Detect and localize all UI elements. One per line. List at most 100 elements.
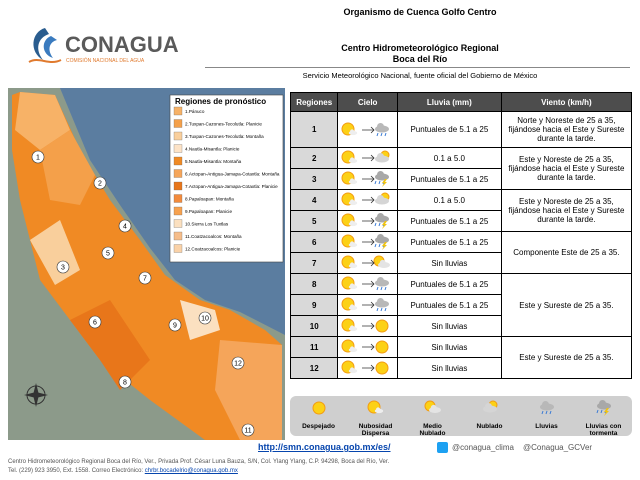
website-link[interactable]: http://smn.conagua.gob.mx/es/ (258, 442, 391, 452)
table-row: 2 0.1 a 5.0 Este y Noreste de 25 a 35, fij… (289, 147, 633, 190)
legend-icon (482, 400, 497, 413)
sun (375, 361, 389, 375)
rain-drop (596, 409, 598, 414)
region-swatch (173, 181, 183, 191)
region-marker (241, 423, 255, 437)
rain-drop (378, 243, 381, 248)
rain-drop (380, 307, 383, 312)
legend-icon (596, 400, 611, 416)
sky-icons (341, 171, 390, 187)
rain-drop (545, 410, 547, 415)
arrow (362, 259, 375, 267)
legend-label: Lluvias con tormenta (585, 423, 622, 437)
rain-drop (376, 307, 379, 312)
region-marker-label: 2 (98, 181, 102, 188)
cloud (350, 367, 355, 372)
sky-cell (337, 336, 398, 358)
region-label: 6.Actopan-Antigua-Jamapa-Cotaxtla: Monta… (185, 172, 280, 177)
region-cell: 8 (289, 273, 339, 295)
region-marker-label: 11 (244, 428, 251, 435)
contact: Tel. (229) 923 3950, Ext. 1558. Correo E… (8, 468, 238, 474)
region-cell: 9 (289, 294, 339, 316)
region-marker-label: 9 (173, 323, 177, 330)
sky-icons (341, 192, 390, 206)
header-city: Boca del Río (392, 54, 448, 64)
region-cell: 1 (289, 111, 339, 148)
region-swatch (173, 231, 183, 241)
email-link[interactable]: chrbr.bocadelrio@conagua.gob.mx (144, 468, 238, 474)
rain-drop (384, 132, 387, 136)
region-cell: 6 (289, 231, 339, 253)
rain-cell: Puntuales de 5.1 a 25 (396, 111, 502, 148)
region-cell: 10 (289, 315, 339, 337)
region-swatch (173, 219, 183, 228)
region-marker (168, 318, 182, 332)
rain-drop (376, 132, 379, 136)
sky-legend: Despejado Nubosidad Dispersa Medio Nublado… (290, 396, 632, 437)
rain-cell: 0.1 a 5.0 (396, 147, 502, 169)
region-label: 4.Nautla-Misantla: Planicie (185, 147, 240, 152)
sky-icons (341, 318, 389, 333)
wind-cell: Este y Sureste de 25 a 35. (500, 336, 633, 379)
sun (375, 319, 389, 333)
region-swatch (173, 206, 183, 216)
region-marker (138, 271, 152, 285)
cloud (377, 171, 385, 178)
region-marker-label: 3 (61, 265, 65, 272)
cloud (350, 128, 355, 134)
region-label: 10.Sierra Los Tuxtlas (185, 222, 229, 227)
rain-cell: Sin lluvias (396, 252, 502, 274)
phone: Tel. (229) 923 3950, Ext. 1558. Correo E… (8, 468, 144, 474)
rain-drop (374, 222, 377, 227)
sky-cell (337, 357, 398, 379)
region-label: 9.Papaloapan: Planicie (185, 209, 232, 214)
legend-item: Nublado (461, 398, 518, 430)
region-cell: 7 (289, 252, 339, 274)
sky-icons (341, 297, 390, 312)
region-swatch (173, 106, 183, 116)
sky-cell (337, 231, 398, 253)
rain-drop (384, 286, 387, 291)
sky-icons (341, 234, 390, 250)
cloud (380, 259, 387, 266)
map: Regiones de pronóstico 1.Pánuco 2.Tuxpan-… (8, 88, 285, 440)
arrow (362, 154, 375, 162)
region-label: 3.Tuxpan-Cazones-Tecolutla: Montaña (185, 134, 264, 139)
arrow (362, 217, 375, 225)
sky-cell (337, 315, 398, 337)
cloud (377, 298, 385, 305)
table-row: 11 Sin lluvias Este y Sureste de 25 a 35. (289, 336, 633, 379)
region-label: 2.Tuxpan-Cazones-Tecolutla: Planicie (185, 122, 262, 127)
rain-drop (374, 243, 377, 248)
social-handle: @conagua_clima (452, 443, 514, 452)
wind-cell: Este y Noreste de 25 a 35, fijándose hac… (500, 189, 633, 232)
region-swatch (173, 169, 183, 178)
region-marker-label: 7 (143, 276, 147, 283)
region-marker (88, 315, 102, 329)
rain-drop (549, 410, 551, 415)
cloud (430, 404, 437, 411)
cloud (377, 153, 385, 160)
legend-item: Lluvias con tormenta (575, 398, 632, 437)
legend-item: Nubosidad Dispersa (347, 398, 404, 437)
legend-icon (424, 400, 441, 413)
sky-icons (341, 150, 390, 164)
wind-cell: Este y Noreste de 25 a 35, fijándose hac… (500, 147, 633, 190)
arrow (362, 364, 375, 372)
legend-icon (539, 401, 554, 415)
rain-cell: Sin lluvias (396, 357, 502, 379)
legend-label: Lluvias (535, 423, 558, 430)
cloud (484, 403, 492, 410)
cloud (350, 178, 355, 183)
cloud (350, 220, 355, 225)
cloud (377, 277, 385, 284)
sky-cell (337, 210, 398, 232)
rain-drop (380, 286, 383, 291)
logo-text: CONAGUA (65, 32, 179, 57)
rain-cell: Sin lluvias (396, 336, 502, 358)
logo-subtitle: COMISIÓN NACIONAL DEL AGUA (66, 57, 145, 64)
sky-cell (337, 168, 398, 190)
region-marker-label: 5 (106, 251, 110, 258)
twitter-icon (437, 442, 448, 453)
